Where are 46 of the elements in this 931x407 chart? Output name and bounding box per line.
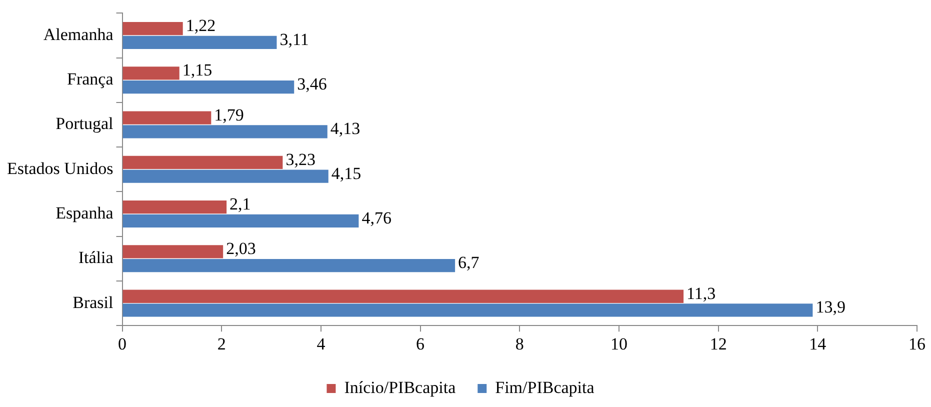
bar <box>122 214 359 228</box>
bar <box>122 22 183 36</box>
data-label: 13,9 <box>816 298 846 317</box>
legend-label: Fim/PIBcapita <box>495 378 595 397</box>
y-tick-label: Alemanha <box>43 24 114 44</box>
bar <box>122 36 277 50</box>
y-tick-label: Itália <box>78 248 114 268</box>
data-label: 6,7 <box>458 253 480 272</box>
bar <box>122 80 294 94</box>
bar <box>122 259 456 272</box>
x-tick-label: 6 <box>416 334 425 354</box>
y-tick-label: Espanha <box>56 203 114 222</box>
bar <box>122 156 283 170</box>
data-label: 1,22 <box>186 16 216 36</box>
bar <box>122 125 328 138</box>
data-label: 3,23 <box>286 150 316 169</box>
data-label: 3,46 <box>297 74 327 94</box>
x-tick-label: 10 <box>610 334 628 354</box>
data-label: 1,15 <box>182 60 212 80</box>
data-label: 11,3 <box>686 284 716 303</box>
x-tick-label: 2 <box>217 334 226 354</box>
data-label: 4,13 <box>330 119 360 138</box>
y-tick-label: Estados Unidos <box>7 158 114 178</box>
data-label: 1,79 <box>214 105 244 124</box>
x-tick-label: 4 <box>316 334 326 354</box>
legend-label: Início/PIBcapita <box>344 378 456 397</box>
data-label: 4,15 <box>331 164 362 183</box>
data-label: 4,76 <box>362 208 392 228</box>
x-tick-label: 8 <box>515 334 524 354</box>
x-tick-label: 12 <box>710 334 727 354</box>
bar <box>122 245 224 258</box>
data-label: 2,03 <box>226 239 256 258</box>
bar <box>122 304 813 317</box>
bar <box>122 111 212 124</box>
data-label: 2,1 <box>230 194 251 214</box>
y-tick-label: Brasil <box>72 292 114 312</box>
x-tick-label: 0 <box>118 334 126 354</box>
bar <box>122 290 684 303</box>
bar <box>122 170 328 183</box>
bar <box>122 200 227 214</box>
x-tick-label: 14 <box>809 334 827 354</box>
x-tick-label: 16 <box>908 334 926 354</box>
bar <box>122 66 180 80</box>
data-label: 3,11 <box>280 30 309 49</box>
y-tick-label: França <box>66 70 114 89</box>
y-tick-label: Portugal <box>56 114 114 134</box>
